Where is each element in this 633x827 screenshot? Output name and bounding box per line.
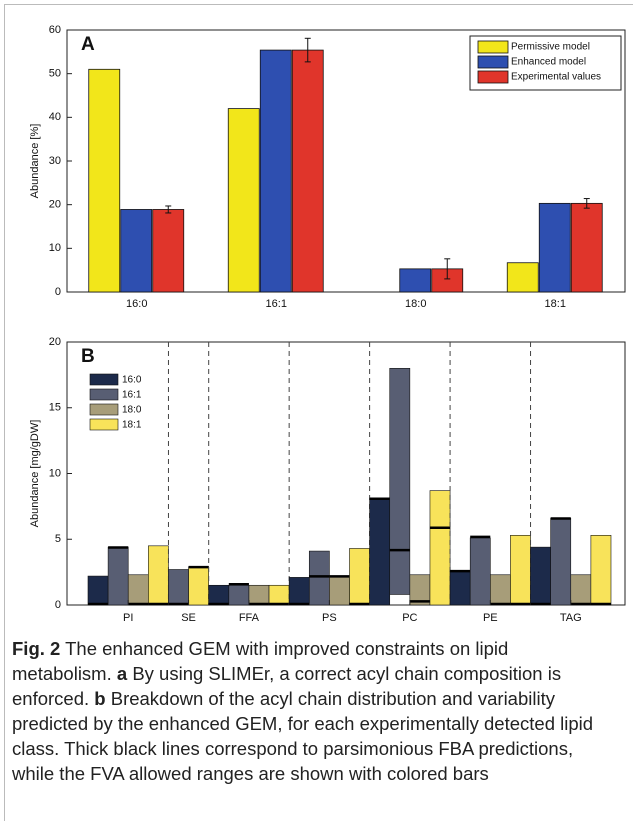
range-bar xyxy=(127,574,149,606)
figure-label: Fig. 2 xyxy=(12,638,61,659)
range-bar xyxy=(188,566,209,606)
panel-label: A xyxy=(81,34,95,55)
bar xyxy=(291,49,324,293)
x-tick-label: FFA xyxy=(239,612,260,624)
error-bar xyxy=(583,198,590,209)
error-bar xyxy=(444,258,451,280)
figure-frame xyxy=(4,4,633,821)
range-bar xyxy=(349,548,370,606)
bar xyxy=(538,202,571,293)
bar xyxy=(259,49,292,293)
y-tick-label: 30 xyxy=(49,155,61,167)
range-bar xyxy=(248,584,270,606)
legend-swatch xyxy=(477,40,509,54)
y-tick-label: 15 xyxy=(49,402,61,414)
range-bar xyxy=(87,575,109,606)
range-bar xyxy=(570,574,592,606)
range-bar xyxy=(168,569,189,606)
legend-label: 16:0 xyxy=(122,375,142,386)
error-bar xyxy=(165,205,172,214)
legend-swatch xyxy=(89,403,119,416)
range-bar xyxy=(550,517,572,606)
x-tick-label: PE xyxy=(483,612,498,624)
y-tick-label: 5 xyxy=(55,533,61,545)
range-bar xyxy=(208,584,230,606)
x-tick-label: PI xyxy=(123,612,133,624)
y-tick-label: 10 xyxy=(49,467,61,479)
x-tick-label: PS xyxy=(322,612,337,624)
legend-label: 18:1 xyxy=(122,420,142,431)
legend-swatch xyxy=(477,70,509,84)
y-tick-label: 20 xyxy=(49,199,61,211)
range-bar xyxy=(590,535,612,606)
item-text: Breakdown of the acyl chain distribution… xyxy=(12,688,594,784)
range-bar xyxy=(107,546,129,606)
y-axis-label: Abundance [%] xyxy=(29,124,41,199)
x-tick-label: 16:1 xyxy=(266,298,287,310)
y-tick-label: 40 xyxy=(49,111,61,123)
y-tick-label: 20 xyxy=(49,336,61,348)
item-label: a xyxy=(116,663,128,684)
range-bar xyxy=(268,584,290,606)
legend-label: 18:0 xyxy=(122,405,142,416)
bar xyxy=(570,202,603,293)
item-label: b xyxy=(94,688,106,709)
y-axis-label: Abundance [mg/gDW] xyxy=(29,420,41,528)
x-tick-label: TAG xyxy=(560,612,582,624)
bar xyxy=(399,268,432,293)
legend-swatch xyxy=(477,55,509,69)
range-bar xyxy=(429,490,451,606)
range-bar xyxy=(530,546,551,606)
range-bar xyxy=(228,584,250,606)
legend-label: Permissive model xyxy=(511,42,590,53)
range-bar xyxy=(329,575,350,606)
bar xyxy=(152,209,185,293)
legend-swatch xyxy=(89,418,119,431)
y-tick-label: 0 xyxy=(55,599,61,611)
bar xyxy=(120,209,153,293)
range-bar xyxy=(389,367,411,595)
y-tick-label: 60 xyxy=(49,24,61,36)
caption: Fig. 2 The enhanced GEM with improved co… xyxy=(12,636,612,786)
y-tick-label: 10 xyxy=(49,242,61,254)
bar xyxy=(506,262,539,293)
x-tick-label: 16:0 xyxy=(126,298,147,310)
legend-label: 16:1 xyxy=(122,390,142,401)
error-bar xyxy=(304,37,311,63)
range-bar xyxy=(288,577,310,606)
panel-label: B xyxy=(81,346,95,367)
legend-swatch xyxy=(89,373,119,386)
bar xyxy=(88,68,121,293)
legend-label: Experimental values xyxy=(511,72,601,83)
y-tick-label: 0 xyxy=(55,286,61,298)
item-text: By using SLIMEr, a correct acyl chain co… xyxy=(12,663,562,709)
range-bar xyxy=(490,574,511,606)
y-tick-label: 50 xyxy=(49,68,61,80)
caption-intro: The enhanced GEM with improved constrain… xyxy=(12,638,509,684)
x-tick-label: 18:0 xyxy=(405,298,426,310)
x-tick-label: SE xyxy=(181,612,196,624)
range-bar xyxy=(510,535,531,606)
x-tick-label: PC xyxy=(402,612,417,624)
range-bar xyxy=(369,498,391,606)
legend-label: Enhanced model xyxy=(511,57,586,68)
x-tick-label: 18:1 xyxy=(545,298,566,310)
range-bar xyxy=(449,570,471,606)
bar xyxy=(227,108,260,293)
range-bar xyxy=(308,550,330,606)
range-bar xyxy=(469,537,491,606)
range-bar xyxy=(148,545,169,606)
legend-swatch xyxy=(89,388,119,401)
